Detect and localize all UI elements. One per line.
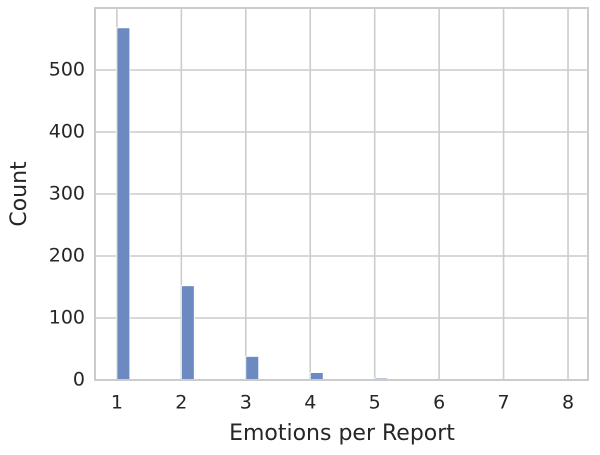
bar <box>180 285 195 381</box>
x-tick-label: 2 <box>175 392 187 414</box>
y-tick-label: 400 <box>49 121 85 143</box>
y-tick-label: 100 <box>49 307 85 329</box>
x-axis-label: Emotions per Report <box>229 421 455 446</box>
x-tick-label: 4 <box>304 392 316 414</box>
x-tick-label: 7 <box>498 392 510 414</box>
y-tick-label: 300 <box>49 183 85 205</box>
y-tick-label: 0 <box>73 369 85 391</box>
plot-frame <box>94 7 589 381</box>
x-tick-label: 1 <box>111 392 123 414</box>
x-tick-label: 5 <box>369 392 381 414</box>
x-tick-label: 3 <box>240 392 252 414</box>
x-tick-label: 6 <box>433 392 445 414</box>
bar <box>116 27 131 381</box>
x-tick-label: 8 <box>562 392 574 414</box>
bar <box>245 356 260 381</box>
y-tick-label: 200 <box>49 245 85 267</box>
y-tick-label: 500 <box>49 59 85 81</box>
bar <box>309 372 324 381</box>
y-axis-label: Count <box>7 161 32 227</box>
